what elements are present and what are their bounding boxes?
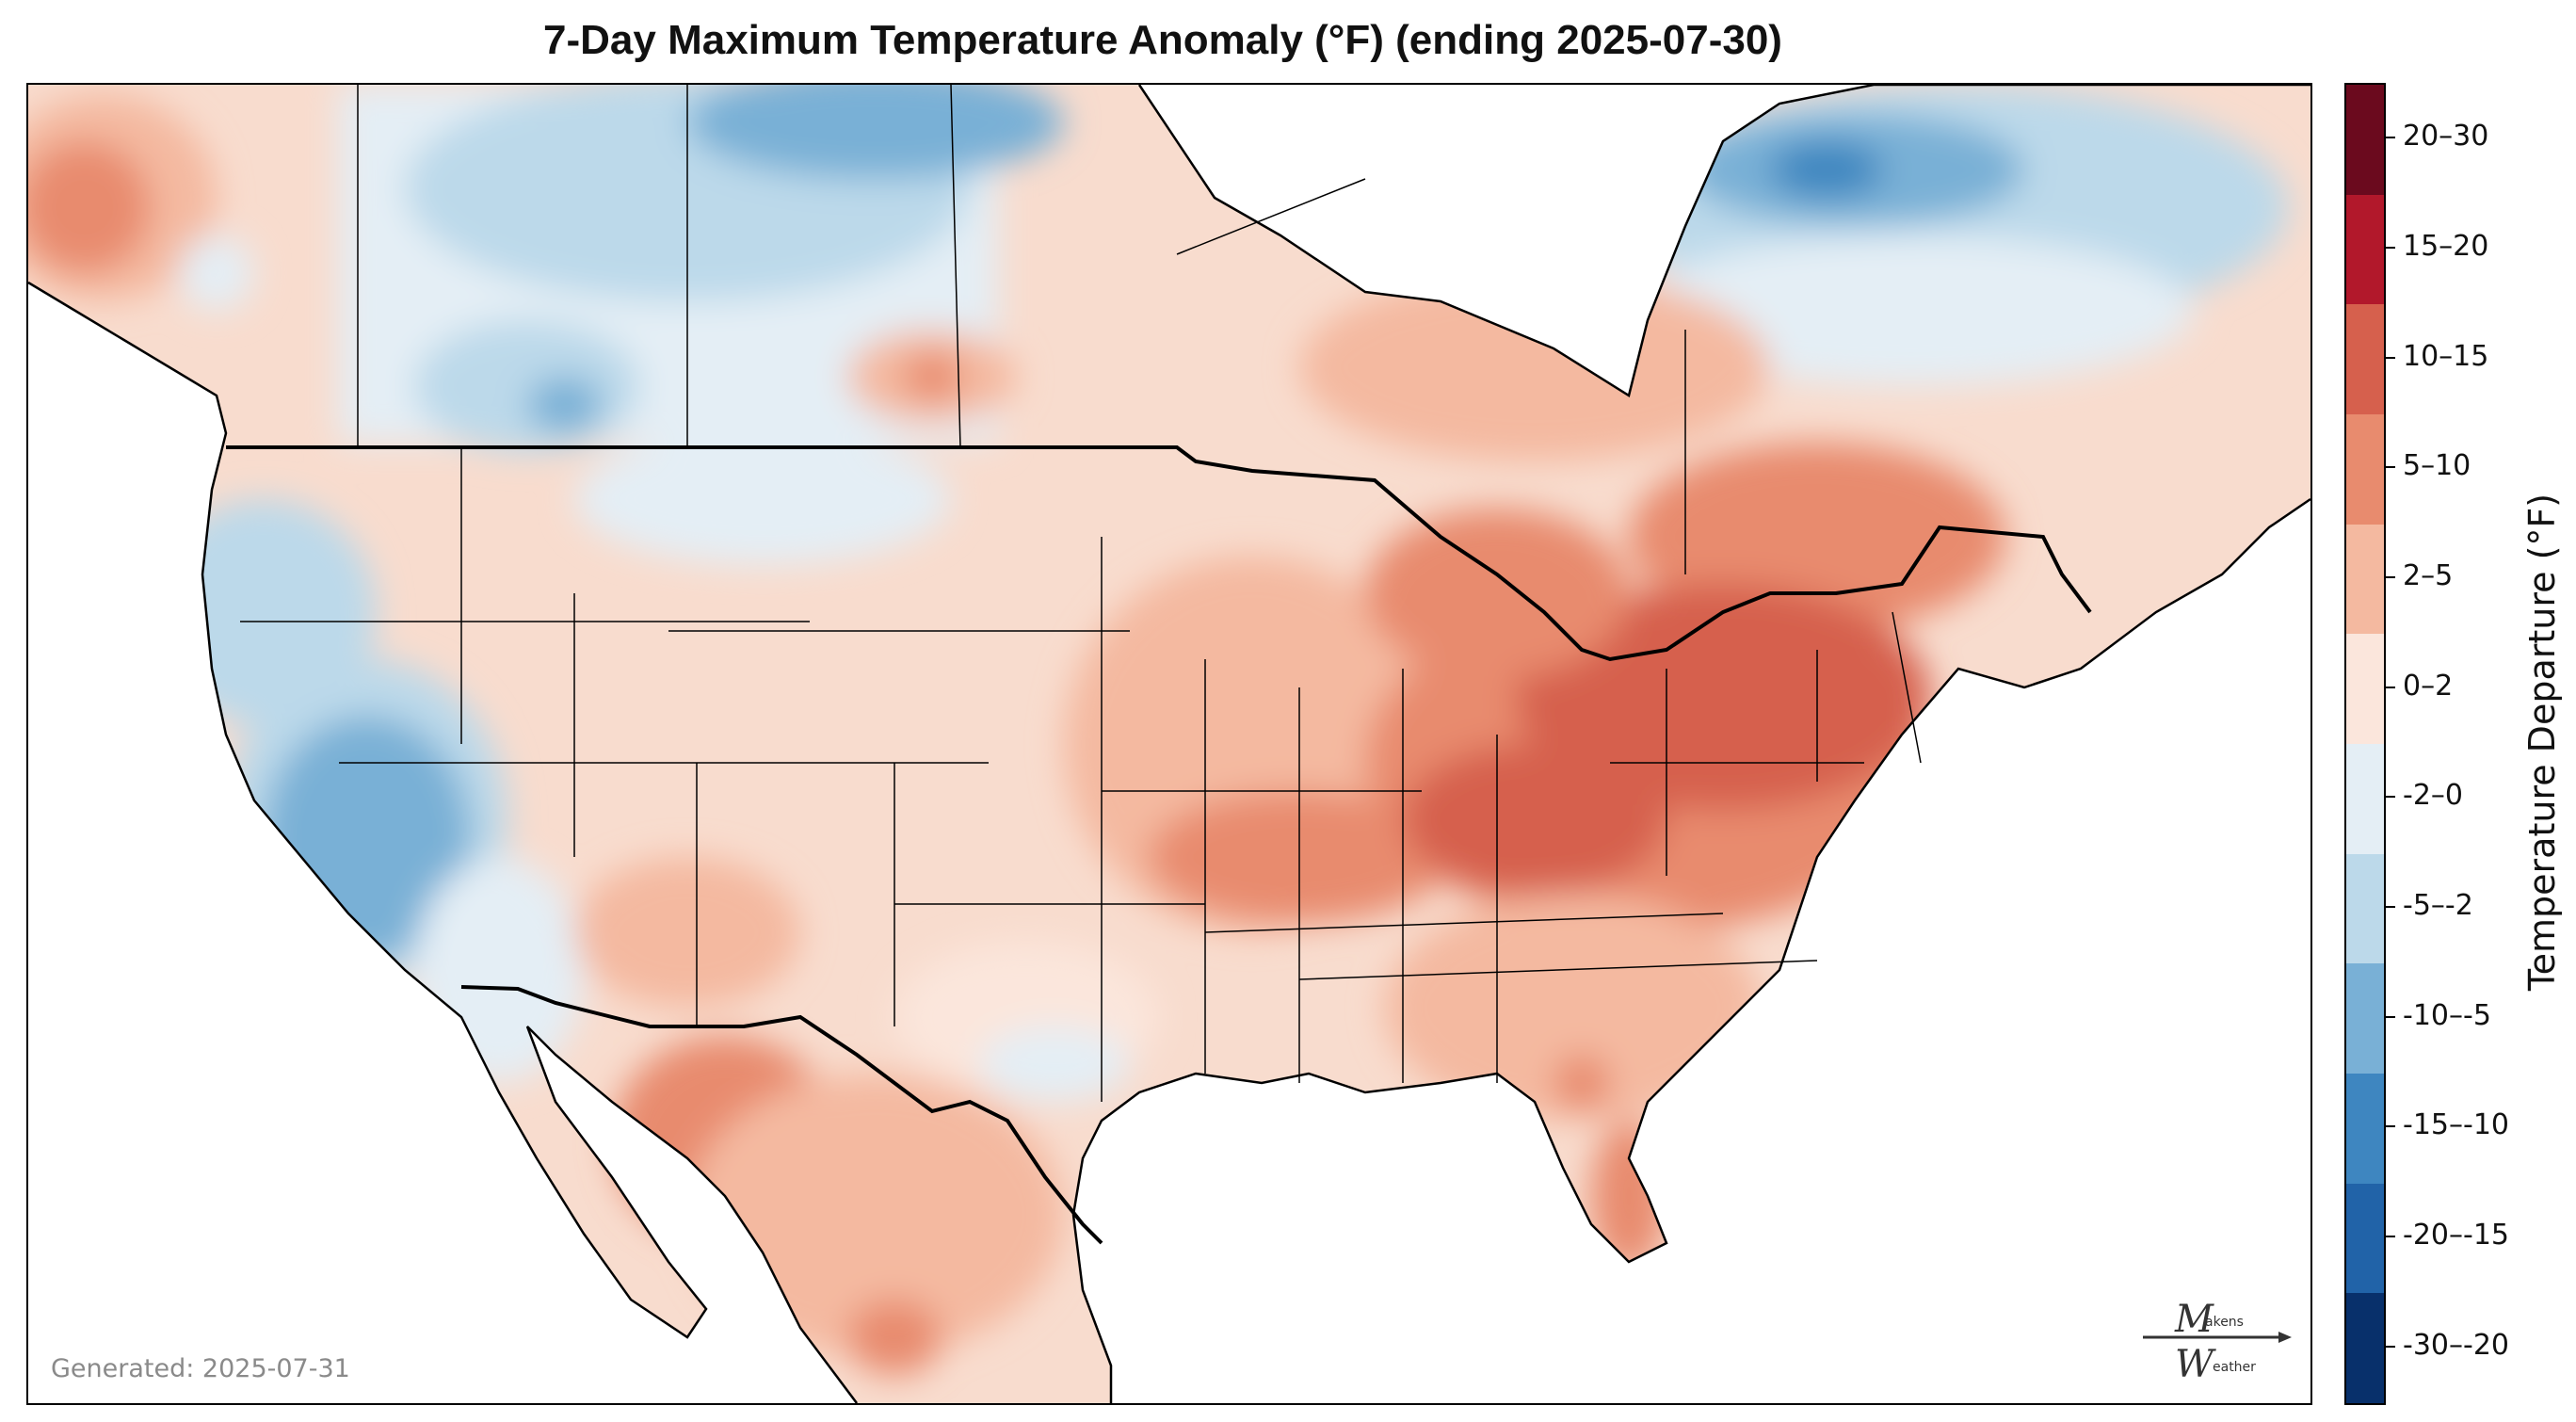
generated-date: Generated: 2025-07-31: [51, 1354, 350, 1383]
map-title: 7-Day Maximum Temperature Anomaly (°F) (…: [543, 17, 1782, 63]
colorbar-tick-label: 2–5: [2403, 559, 2454, 592]
colorbar-tick: [2384, 466, 2395, 469]
logo-initial-m: M: [2174, 1298, 2214, 1341]
colorbar-segment: [2346, 744, 2384, 855]
us-mexico-border: [460, 985, 1103, 1245]
colorbar-tick-label: -15–-10: [2403, 1108, 2509, 1142]
colorbar-tick-label: 15–20: [2403, 230, 2489, 263]
colorbar-segment: [2346, 634, 2384, 745]
colorbar-segment: [2346, 85, 2384, 196]
colorbar-segment: [2346, 963, 2384, 1075]
logo-initial-w: W: [2175, 1343, 2216, 1384]
colorbar-tick: [2384, 1015, 2395, 1018]
colorbar-tick: [2384, 1236, 2395, 1237]
colorbar-segment: [2346, 853, 2384, 964]
colorbar-segment: [2346, 1293, 2384, 1404]
colorbar-tick: [2384, 1345, 2395, 1348]
colorbar-tick: [2384, 906, 2395, 908]
colorbar-segment: [2346, 414, 2384, 525]
colorbar-tick: [2384, 247, 2395, 249]
colorbar-segment: [2346, 194, 2384, 305]
colorbar-tick: [2384, 1125, 2395, 1128]
colorbar-segment: [2346, 524, 2384, 635]
colorbar-tick: [2384, 137, 2395, 139]
colorbar-tick-label: -5–-2: [2403, 889, 2473, 922]
makens-weather-logo: M akens W eather: [2143, 1298, 2292, 1384]
colorbar-tick: [2384, 796, 2395, 799]
coastline: [28, 85, 2310, 1403]
colorbar-tick-label: -30–-20: [2403, 1328, 2509, 1362]
us-canada-border: [226, 445, 2092, 662]
colorbar: [2344, 83, 2386, 1405]
logo-line2: eather: [2213, 1360, 2256, 1375]
colorbar-tick-label: -20–-15: [2403, 1219, 2509, 1252]
colorbar-segment: [2346, 1074, 2384, 1185]
map-canvas: [28, 85, 2310, 1403]
colorbar-tick-label: -2–0: [2403, 779, 2463, 813]
colorbar-tick-label: 10–15: [2403, 339, 2489, 373]
colorbar-tick-label: 5–10: [2403, 449, 2471, 483]
colorbar-segment: [2346, 304, 2384, 415]
colorbar-tick-label: -10–-5: [2403, 998, 2491, 1032]
colorbar-tick: [2384, 686, 2395, 688]
anomaly-map: [26, 83, 2312, 1405]
logo-line1: akens: [2205, 1315, 2244, 1330]
colorbar-tick: [2384, 356, 2395, 359]
colorbar-segment: [2346, 1183, 2384, 1294]
colorbar-tick-label: 0–2: [2403, 669, 2454, 703]
colorbar-tick: [2384, 576, 2395, 578]
colorbar-title: Temperature Departure (°F): [2521, 493, 2563, 992]
anomaly-field: [28, 85, 2310, 1403]
state-lines: [240, 85, 1922, 1102]
colorbar-tick-label: 20–30: [2403, 120, 2489, 154]
